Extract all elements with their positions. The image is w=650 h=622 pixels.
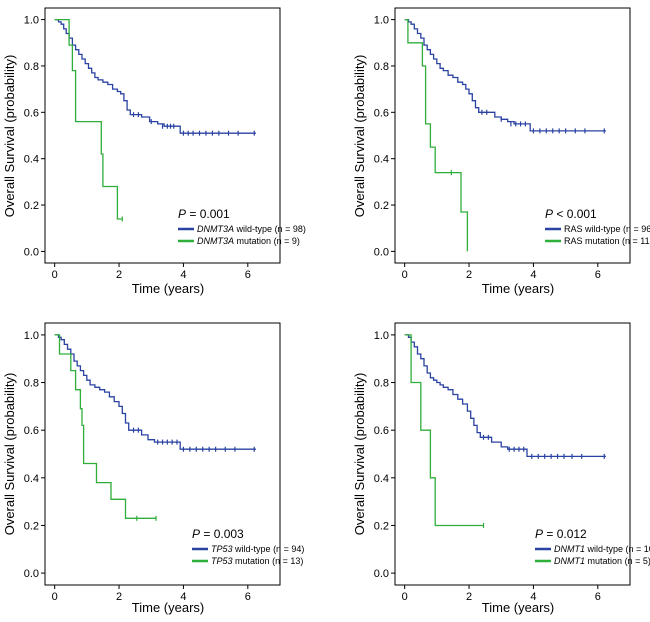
p-value: P = 0.012 <box>535 527 587 541</box>
x-tick-label: 6 <box>595 591 601 603</box>
plot-frame <box>394 322 631 586</box>
x-axis-label: Time (years) <box>482 281 554 296</box>
plot-frame <box>44 7 281 264</box>
km-panel-dnmt3a: 0 2 4 6 0.0 0.2 0.4 0.6 0.8 1.0 Time (years) Over… <box>2 7 306 296</box>
axis-ticks: 0 2 4 6 0.0 0.2 0.4 0.6 0.8 1.0 <box>24 330 251 603</box>
y-tick-label: 0.4 <box>374 154 389 166</box>
x-tick-label: 4 <box>180 591 186 603</box>
survival-curves <box>54 18 256 222</box>
p-value: P < 0.001 <box>545 207 597 221</box>
x-tick-label: 0 <box>52 591 58 603</box>
y-tick-label: 0.8 <box>374 61 389 73</box>
x-tick-label: 0 <box>52 269 58 281</box>
y-axis-label: Overall Survival (probability) <box>2 55 17 218</box>
survival-curves <box>54 334 256 521</box>
x-tick-label: 6 <box>595 269 601 281</box>
y-tick-label: 0.8 <box>24 61 39 73</box>
y-tick-label: 0.8 <box>374 378 389 390</box>
x-tick-label: 4 <box>530 269 536 281</box>
legend-label-mutation: TP53 mutation (n = 13) <box>211 556 303 566</box>
km-panel-tp53: 0 2 4 6 0.0 0.2 0.4 0.6 0.8 1.0 Time (years) Over… <box>2 322 304 615</box>
y-tick-label: 0.8 <box>24 378 39 390</box>
legend-label-wild-type: DNMT1 wild-type (n = 102) <box>554 544 650 554</box>
wild-type-survival-curve <box>54 18 256 134</box>
legend-label-wild-type: DNMT3A wild-type (n = 98) <box>197 224 306 234</box>
legend-label-wild-type: RAS wild-type (n = 96) <box>564 224 650 234</box>
y-tick-label: 0.4 <box>24 154 39 166</box>
wild-type-survival-curve <box>404 334 606 458</box>
x-tick-label: 2 <box>466 591 472 603</box>
km-panel-ras: 0 2 4 6 0.0 0.2 0.4 0.6 0.8 1.0 Time (years) Over… <box>352 7 650 296</box>
y-tick-label: 0.0 <box>374 246 389 258</box>
legend-label-mutation: RAS mutation (n = 11) <box>564 236 650 246</box>
x-tick-label: 0 <box>402 591 408 603</box>
p-value: P = 0.003 <box>192 527 244 541</box>
plot-frame <box>44 322 281 586</box>
mutation-survival-curve <box>404 334 484 527</box>
x-tick-label: 2 <box>116 591 122 603</box>
wild-type-survival-curve <box>404 18 606 132</box>
y-tick-label: 0.0 <box>374 568 389 580</box>
y-tick-label: 0.6 <box>374 107 389 119</box>
y-tick-label: 0.2 <box>24 200 39 212</box>
x-tick-label: 6 <box>245 591 251 603</box>
y-tick-label: 0.6 <box>24 425 39 437</box>
y-tick-label: 0.2 <box>374 520 389 532</box>
y-tick-label: 0.4 <box>374 473 389 485</box>
axis-ticks: 0 2 4 6 0.0 0.2 0.4 0.6 0.8 1.0 <box>374 15 601 281</box>
legend: DNMT1 wild-type (n = 102) DNMT1 mutation… <box>535 544 650 566</box>
survival-curves <box>404 18 606 252</box>
y-tick-label: 1.0 <box>374 330 389 342</box>
y-tick-label: 0.6 <box>24 107 39 119</box>
survival-curves <box>404 334 606 528</box>
axis-ticks: 0 2 4 6 0.0 0.2 0.4 0.6 0.8 1.0 <box>374 330 601 603</box>
legend: DNMT3A wild-type (n = 98) DNMT3A mutatio… <box>178 224 306 246</box>
mutation-survival-curve <box>404 18 469 252</box>
x-tick-label: 0 <box>402 269 408 281</box>
axis-ticks: 0 2 4 6 0.0 0.2 0.4 0.6 0.8 1.0 <box>24 15 251 281</box>
plot-frame <box>394 7 631 264</box>
y-axis-label: Overall Survival (probability) <box>352 55 367 218</box>
legend: RAS wild-type (n = 96) RAS mutation (n =… <box>545 224 650 246</box>
x-tick-label: 4 <box>530 591 536 603</box>
x-tick-label: 6 <box>245 269 251 281</box>
y-tick-label: 0.4 <box>24 473 39 485</box>
legend-label-mutation: DNMT3A mutation (n = 9) <box>197 236 300 246</box>
legend: TP53 wild-type (n = 94) TP53 mutation (n… <box>192 544 304 566</box>
x-tick-label: 2 <box>466 269 472 281</box>
x-tick-label: 2 <box>116 269 122 281</box>
x-axis-label: Time (years) <box>132 600 204 615</box>
wild-type-survival-curve <box>54 334 256 450</box>
y-tick-label: 0.6 <box>374 425 389 437</box>
legend-label-mutation: DNMT1 mutation (n = 5) <box>554 556 650 566</box>
y-tick-label: 1.0 <box>24 330 39 342</box>
mutation-survival-curve <box>54 334 157 519</box>
y-axis-label: Overall Survival (probability) <box>352 373 367 536</box>
p-value: P = 0.001 <box>178 207 230 221</box>
x-tick-label: 4 <box>180 269 186 281</box>
y-axis-label: Overall Survival (probability) <box>2 373 17 536</box>
x-axis-label: Time (years) <box>482 600 554 615</box>
mutation-survival-curve <box>54 18 123 220</box>
legend-label-wild-type: TP53 wild-type (n = 94) <box>211 544 304 554</box>
km-panel-dnmt1: 0 2 4 6 0.0 0.2 0.4 0.6 0.8 1.0 Time (years) Over… <box>352 322 650 615</box>
y-tick-label: 0.0 <box>24 568 39 580</box>
y-tick-label: 1.0 <box>374 15 389 27</box>
y-tick-label: 0.0 <box>24 246 39 258</box>
x-axis-label: Time (years) <box>132 281 204 296</box>
y-tick-label: 0.2 <box>374 200 389 212</box>
y-tick-label: 0.2 <box>24 520 39 532</box>
y-tick-label: 1.0 <box>24 15 39 27</box>
